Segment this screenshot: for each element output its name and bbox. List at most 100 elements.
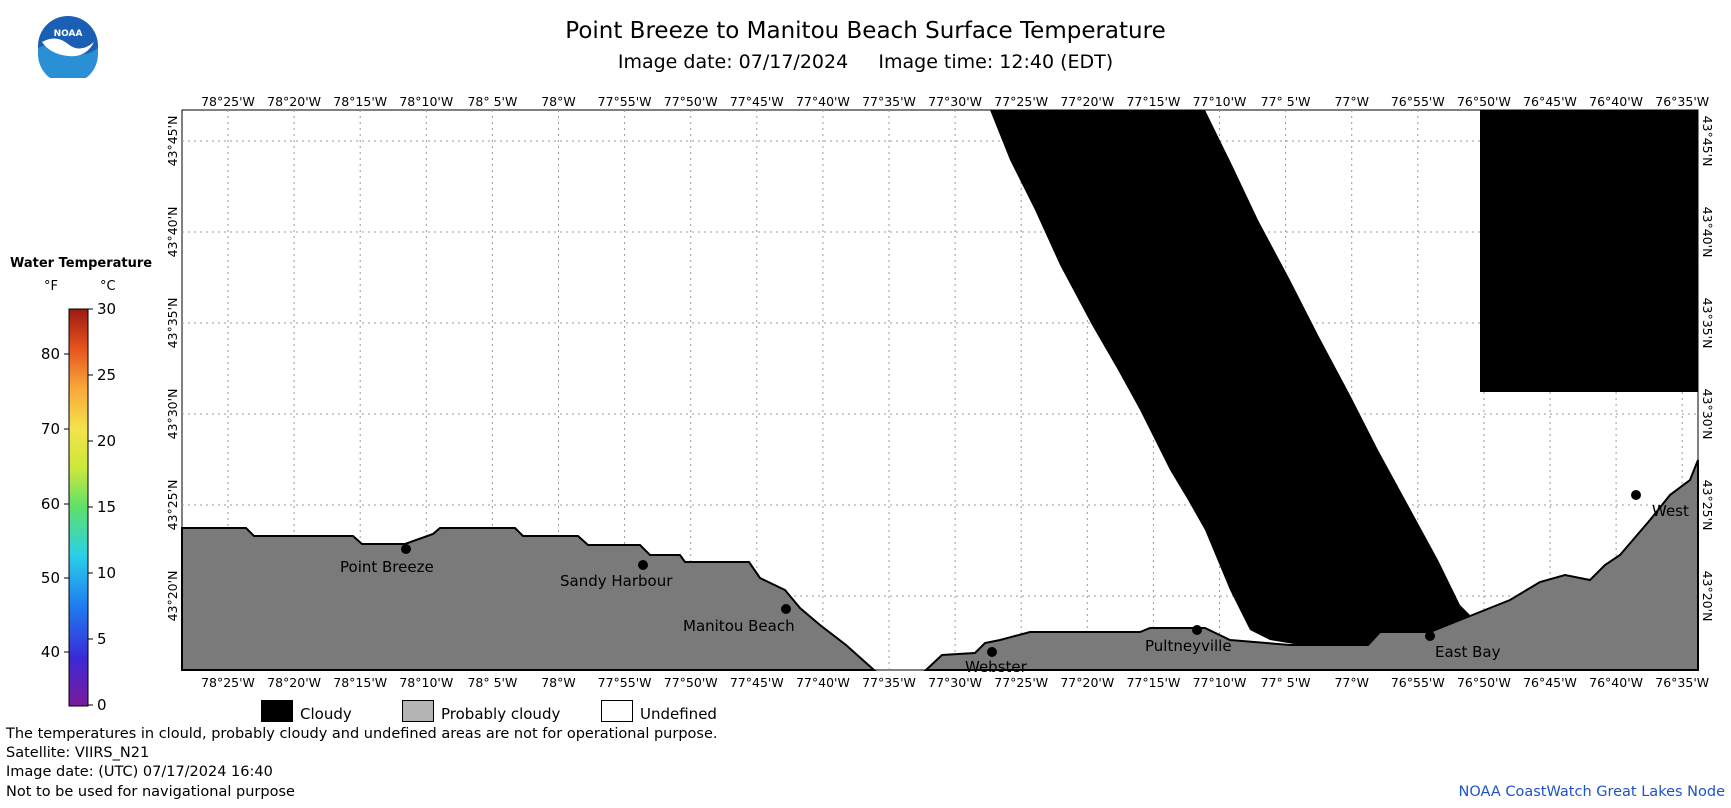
c-tick-label: 15 — [97, 498, 116, 516]
lon-label: 77°55'W — [598, 94, 652, 109]
lon-label: 77°15'W — [1126, 675, 1180, 690]
lon-label: 76°35'W — [1655, 675, 1709, 690]
lat-label: 43°20'N — [165, 571, 180, 622]
noaa-logo-text: NOAA — [54, 29, 83, 39]
lon-label: 76°50'W — [1457, 94, 1511, 109]
lon-label: 78°25'W — [201, 675, 255, 690]
lon-label: 77°25'W — [994, 675, 1048, 690]
marker-west — [1631, 490, 1641, 500]
marker-manitou-beach — [781, 604, 791, 614]
f-tick-label: 60 — [41, 495, 60, 513]
key-cloudy-label: Cloudy — [300, 705, 352, 723]
lon-label: 77°20'W — [1060, 675, 1114, 690]
unit-fahrenheit: °F — [44, 279, 58, 294]
label-sandy-harbour: Sandy Harbour — [560, 572, 673, 590]
footer-disclaimer: The temperatures in clould, probably clo… — [6, 726, 718, 742]
key-cloudy-swatch — [261, 700, 293, 722]
label-pultneyville: Pultneyville — [1145, 637, 1232, 655]
lon-label: 77°45'W — [730, 94, 784, 109]
lat-labels-right: 43°45'N 43°40'N 43°35'N 43°30'N 43°25'N 43°20… — [1700, 116, 1715, 622]
lon-label: 78°W — [541, 675, 576, 690]
image-date-time: Image date: 07/17/2024 Image time: 12:40… — [617, 51, 1114, 73]
lon-label: 78°15'W — [333, 675, 387, 690]
lat-label: 43°45'N — [1700, 116, 1715, 167]
c-tick-label: 0 — [97, 696, 107, 714]
lon-label: 76°45'W — [1523, 675, 1577, 690]
f-tick-label: 70 — [41, 420, 60, 438]
footer-navigation-note: Not to be used for navigational purpose — [6, 784, 295, 800]
marker-point-breeze — [401, 544, 411, 554]
lon-label: 77°W — [1334, 675, 1369, 690]
c-tick-label: 20 — [97, 432, 116, 450]
marker-webster — [987, 647, 997, 657]
lon-label: 76°50'W — [1457, 675, 1511, 690]
lon-label: 76°45'W — [1523, 94, 1577, 109]
lat-label: 43°30'N — [165, 389, 180, 440]
legend-title: Water Temperature — [10, 256, 153, 271]
lon-label: 78°W — [541, 94, 576, 109]
map-title: Point Breeze to Manitou Beach Surface Te… — [565, 18, 1166, 44]
lon-label: 78°10'W — [399, 94, 453, 109]
lon-label: 77°35'W — [862, 94, 916, 109]
lon-labels-bottom: 78°25'W 78°20'W 78°15'W 78°10'W 78° 5'W 78°W 7… — [201, 675, 1709, 690]
f-tick-label: 80 — [41, 345, 60, 363]
lon-label: 76°35'W — [1655, 94, 1709, 109]
place-markers — [401, 490, 1641, 657]
label-east-bay: East Bay — [1435, 643, 1501, 661]
lon-labels-top: 78°25'W 78°20'W 78°15'W 78°10'W 78° 5'W 78°W 7… — [201, 94, 1709, 109]
label-manitou-beach: Manitou Beach — [683, 617, 795, 635]
lon-label: 77°50'W — [664, 675, 718, 690]
lat-label: 43°20'N — [1700, 571, 1715, 622]
key-probably-cloudy-label: Probably cloudy — [441, 705, 561, 723]
lon-label: 78° 5'W — [467, 94, 517, 109]
lon-label: 77°15'W — [1126, 94, 1180, 109]
c-tick-label: 10 — [97, 564, 116, 582]
land-south-shore-west — [181, 527, 877, 671]
lat-label: 43°45'N — [165, 116, 180, 167]
lat-label: 43°30'N — [1700, 389, 1715, 440]
label-point-breeze: Point Breeze — [340, 558, 434, 576]
lon-label: 76°55'W — [1391, 675, 1445, 690]
lon-label: 78°15'W — [333, 94, 387, 109]
lon-label: 77°35'W — [862, 675, 916, 690]
f-tick-label: 40 — [41, 643, 60, 661]
cloud-block-east — [1480, 110, 1698, 392]
lat-label: 43°35'N — [1700, 298, 1715, 349]
lon-label: 77°40'W — [796, 94, 850, 109]
lon-label: 76°40'W — [1589, 675, 1643, 690]
lon-label: 77° 5'W — [1261, 675, 1311, 690]
lon-label: 77°30'W — [928, 94, 982, 109]
c-tick-label: 5 — [97, 630, 107, 648]
unit-celsius: °C — [100, 279, 116, 294]
lon-label: 77°40'W — [796, 675, 850, 690]
f-tick-label: 50 — [41, 569, 60, 587]
lon-label: 77°30'W — [928, 675, 982, 690]
marker-pultneyville — [1192, 625, 1202, 635]
lon-label: 77°W — [1334, 94, 1369, 109]
key-undefined-label: Undefined — [640, 705, 717, 723]
c-tick-label: 25 — [97, 366, 116, 384]
footer-utc-date: Image date: (UTC) 07/17/2024 16:40 — [6, 764, 273, 780]
lon-label: 78°20'W — [267, 94, 321, 109]
lon-label: 78°25'W — [201, 94, 255, 109]
footer-credit: NOAA CoastWatch Great Lakes Node — [1458, 784, 1725, 800]
lon-label: 77°55'W — [598, 675, 652, 690]
lon-label: 76°40'W — [1589, 94, 1643, 109]
lat-label: 43°35'N — [165, 298, 180, 349]
lat-label: 43°25'N — [1700, 480, 1715, 531]
footer-satellite: Satellite: VIIRS_N21 — [6, 745, 150, 761]
lon-label: 77° 5'W — [1261, 94, 1311, 109]
label-webster: Webster — [965, 658, 1028, 676]
lat-label: 43°40'N — [1700, 207, 1715, 258]
lat-label: 43°40'N — [165, 207, 180, 258]
lon-label: 77°25'W — [994, 94, 1048, 109]
key-probably-cloudy-swatch — [402, 700, 434, 722]
marker-sandy-harbour — [638, 560, 648, 570]
lon-label: 78°20'W — [267, 675, 321, 690]
cloud-swath — [990, 110, 1470, 670]
lon-label: 77°10'W — [1193, 675, 1247, 690]
lon-label: 77°20'W — [1060, 94, 1114, 109]
label-west: West — [1652, 502, 1689, 520]
lon-label: 76°55'W — [1391, 94, 1445, 109]
